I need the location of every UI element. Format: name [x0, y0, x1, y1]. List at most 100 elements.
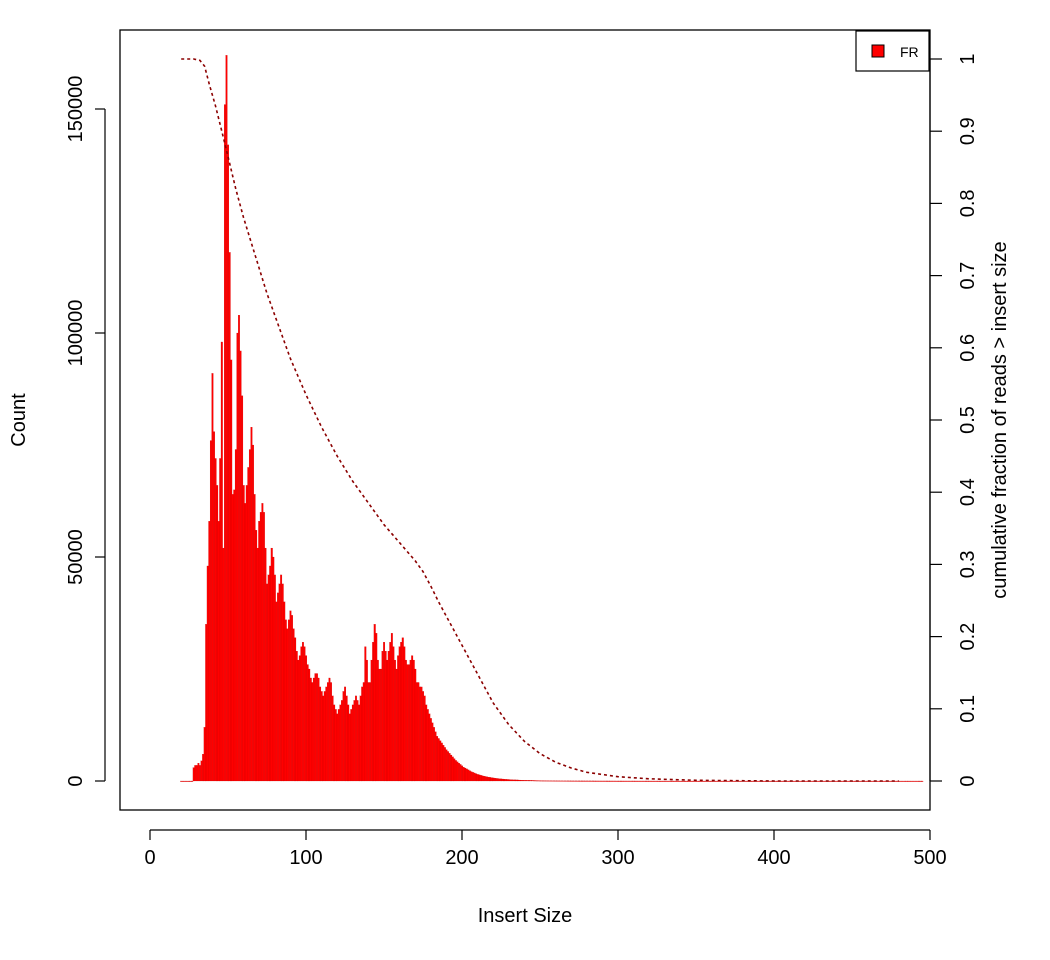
histogram-bar — [319, 686, 322, 782]
histogram-bar — [883, 780, 886, 782]
histogram-bar — [323, 691, 326, 782]
histogram-bar — [738, 780, 741, 782]
histogram-bar — [473, 772, 476, 782]
histogram-bar — [916, 780, 919, 782]
histogram-bar — [648, 780, 651, 782]
x-tick-label: 200 — [445, 847, 478, 869]
histogram-bar — [361, 686, 364, 782]
histogram-bar — [291, 615, 293, 782]
histogram-bar — [656, 780, 659, 782]
histogram-bar — [721, 780, 724, 782]
histogram-bar — [557, 780, 560, 782]
x-tick-label: 400 — [757, 847, 790, 869]
histogram-bar — [823, 780, 825, 782]
histogram-bar — [289, 610, 292, 782]
histogram-bar — [230, 359, 233, 782]
histogram-bar — [233, 489, 236, 782]
histogram-bar — [629, 780, 632, 782]
histogram-bar — [348, 713, 351, 782]
histogram-bar — [492, 777, 495, 782]
histogram-bar — [537, 780, 540, 782]
histogram-bar — [195, 765, 198, 782]
y-tick-label: 0 — [65, 775, 87, 786]
histogram-bar — [587, 780, 590, 782]
histogram-bar — [300, 646, 303, 782]
histogram-bar — [562, 780, 565, 782]
histogram-bar — [436, 736, 439, 782]
histogram-bar — [347, 704, 350, 782]
histogram-bar — [585, 780, 588, 782]
histogram-bar — [848, 780, 850, 782]
histogram-bar — [668, 780, 671, 782]
histogram-bar — [599, 780, 602, 782]
histogram-bar — [899, 780, 902, 782]
histogram-bar — [511, 779, 513, 782]
histogram-bar — [498, 778, 501, 782]
histogram-bar — [344, 686, 347, 782]
histogram-bar — [317, 677, 320, 782]
histogram-bar — [359, 695, 362, 782]
histogram-bar — [667, 780, 669, 782]
histogram-bar — [536, 780, 538, 782]
histogram-bar — [918, 780, 921, 782]
histogram-bar — [308, 668, 311, 782]
histogram-bar — [556, 780, 559, 782]
histogram-bar — [350, 709, 353, 782]
y-tick-label: 100000 — [65, 300, 87, 367]
histogram-bar — [506, 779, 509, 782]
histogram-bar — [595, 780, 598, 782]
histogram-bar — [236, 332, 239, 782]
histogram-bar — [576, 780, 579, 782]
histogram-bar — [500, 778, 503, 782]
histogram-bar — [252, 444, 254, 782]
y-axis-right: 0 0.1 0.2 0.3 0.4 0.5 0.6 0.7 0.8 0.9 1 — [929, 53, 979, 787]
histogram-bar — [593, 780, 596, 782]
histogram-bar — [328, 677, 331, 782]
histogram-bar — [364, 646, 367, 782]
histogram-bar — [573, 780, 576, 782]
histogram-bar — [270, 547, 273, 782]
histogram-bar — [877, 780, 880, 782]
histogram-bar — [628, 780, 630, 782]
histogram-bar — [489, 777, 492, 782]
histogram-bar — [507, 779, 510, 782]
histogram-bar — [559, 780, 562, 782]
histogram-bar — [908, 780, 911, 782]
cumulative-curve-layer — [181, 58, 899, 782]
histogram-bar — [412, 659, 415, 782]
histogram-bar — [312, 677, 315, 782]
histogram-bar — [578, 780, 581, 782]
legend-swatch-fr — [871, 44, 885, 58]
histogram-bar — [913, 780, 916, 782]
histogram-bar — [634, 780, 637, 782]
histogram-bar — [890, 780, 893, 782]
histogram-bar — [202, 754, 205, 782]
histogram-bar — [852, 780, 855, 782]
histogram-bar — [570, 780, 573, 782]
histogram-bar — [425, 704, 428, 782]
histogram-bar — [443, 747, 446, 782]
legend-label-fr: FR — [900, 44, 919, 60]
histogram-bar — [702, 780, 705, 782]
histogram-bar — [208, 521, 211, 782]
y2-tick-label: 0.9 — [957, 117, 979, 145]
histogram-bar — [503, 779, 506, 782]
histogram-bar — [211, 373, 214, 782]
histogram-bar — [653, 780, 655, 782]
histogram-bar — [362, 682, 365, 782]
histogram-bar — [787, 780, 790, 782]
histogram-bar — [462, 767, 465, 782]
histogram-bar — [401, 637, 404, 782]
histogram-bar — [464, 767, 467, 782]
histogram-bar — [467, 769, 470, 782]
legend-box — [855, 30, 930, 72]
histogram-bar — [727, 780, 730, 782]
histogram-bar — [660, 780, 663, 782]
histogram-bar — [461, 765, 464, 782]
histogram-bar — [419, 686, 421, 782]
histogram-bar — [687, 780, 690, 782]
y2-tick-label: 0.5 — [957, 406, 979, 434]
histogram-bar — [624, 780, 627, 782]
histogram-bar — [451, 756, 454, 782]
histogram-bar — [398, 646, 401, 782]
